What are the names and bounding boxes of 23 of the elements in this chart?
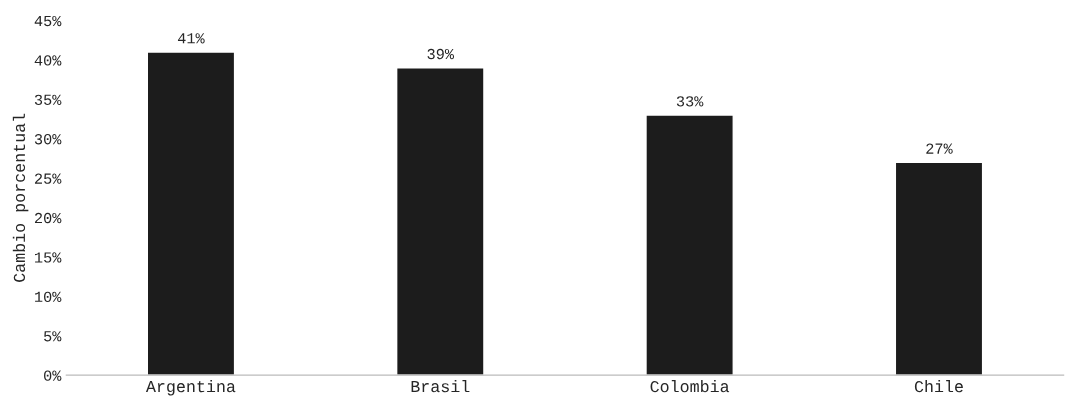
y-tick-label: 20% bbox=[34, 212, 62, 224]
data-label: 33% bbox=[676, 96, 704, 107]
y-tick-label: 5% bbox=[44, 331, 62, 342]
x-tick-label: Argentina bbox=[145, 380, 236, 396]
y-tick-label: 10% bbox=[35, 291, 62, 303]
bar bbox=[894, 161, 984, 376]
data-label: 39% bbox=[427, 48, 455, 60]
data-label: 27% bbox=[926, 143, 953, 154]
y-tick-label: 35% bbox=[34, 94, 62, 105]
bar bbox=[645, 114, 734, 376]
y-tick-label: 45% bbox=[34, 15, 62, 27]
x-tick-label: Chile bbox=[914, 380, 963, 393]
y-tick-label: 30% bbox=[34, 134, 62, 145]
data-label: 41% bbox=[177, 33, 205, 44]
y-tick-label: 15% bbox=[35, 252, 62, 263]
y-tick-label: 25% bbox=[34, 173, 62, 184]
y-tick-label: 40% bbox=[34, 55, 62, 66]
x-tick-label: Brasil bbox=[411, 380, 470, 393]
y-tick-label: 0% bbox=[44, 370, 62, 381]
bar bbox=[146, 51, 236, 376]
bar bbox=[395, 67, 485, 376]
x-tick-label: Colombia bbox=[650, 380, 730, 393]
y-axis-title: Cambio porcentual bbox=[12, 113, 29, 282]
